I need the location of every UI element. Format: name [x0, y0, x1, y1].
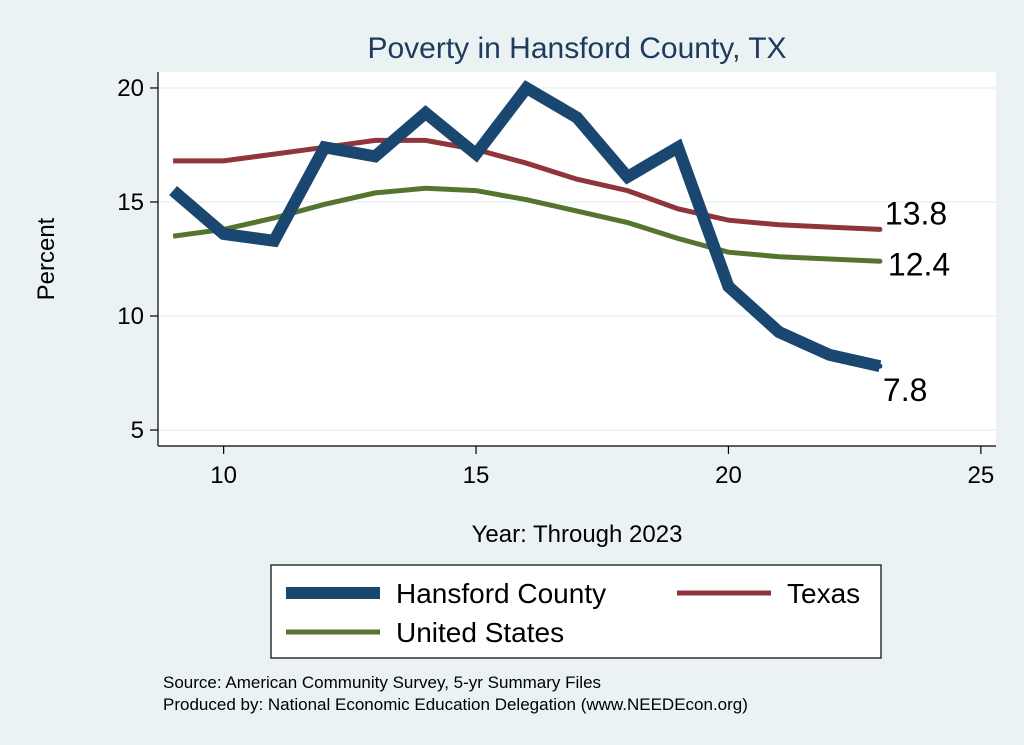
end-value-label: 7.8	[883, 372, 927, 408]
legend-label-texas: Texas	[787, 578, 860, 609]
x-tick-label: 25	[968, 462, 995, 489]
y-tick-label: 15	[117, 189, 144, 216]
legend-label-us: United States	[396, 617, 564, 648]
end-value-label: 12.4	[888, 246, 950, 282]
end-labels: 7.8 13.8 12.4	[883, 195, 950, 408]
series-end-point	[877, 226, 883, 232]
legend-label-hansford: Hansford County	[396, 578, 606, 609]
end-value-label: 13.8	[885, 195, 947, 231]
chart-title: Poverty in Hansford County, TX	[367, 32, 786, 65]
x-tick-label: 10	[210, 462, 237, 489]
source-note: Source: American Community Survey, 5-yr …	[163, 673, 601, 692]
y-axis-title: Percent	[33, 217, 60, 300]
series-lines	[169, 80, 883, 373]
x-tick-label: 15	[463, 462, 490, 489]
series-end-point	[877, 363, 883, 369]
x-axis-title: Year: Through 2023	[472, 521, 683, 548]
series-line-texas	[173, 137, 881, 232]
y-tick-label: 5	[131, 417, 144, 444]
x-tick-label: 20	[715, 462, 742, 489]
grid-lines	[158, 87, 996, 431]
legend-box	[270, 564, 882, 659]
produced-by-note: Produced by: National Economic Education…	[163, 695, 748, 714]
series-line-hansford-county	[169, 80, 882, 373]
series-end-point	[877, 258, 883, 264]
y-tick-label: 10	[117, 303, 144, 330]
y-tick-label: 20	[117, 75, 144, 102]
legend: Hansford County Texas United States	[270, 564, 882, 659]
axis-ticks: 5 10 15 20 10 15 20 25	[117, 75, 994, 489]
